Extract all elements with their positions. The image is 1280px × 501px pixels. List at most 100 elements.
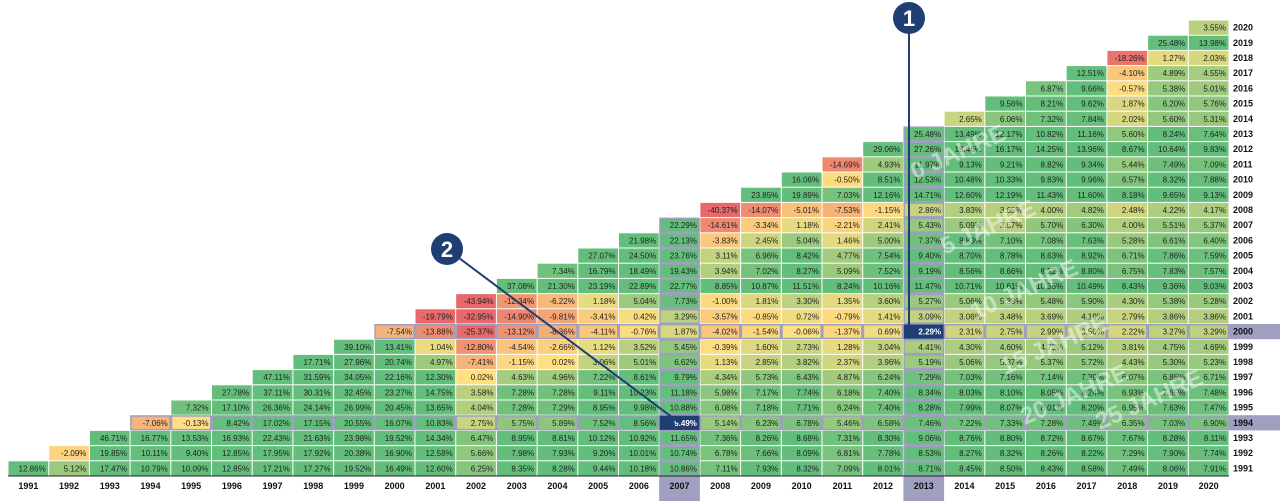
cell-value-label: 12.86% [19,464,46,473]
cell-value-label: -7.53% [834,206,859,215]
heatmap-cell [904,127,943,141]
heatmap-cell [944,218,985,233]
heatmap-cell [904,203,943,217]
cell-value-label: 17.71% [303,358,330,367]
heatmap-cell [1066,126,1107,142]
cell-value-label: 20.45% [385,404,412,413]
cell-value-label: -0.76% [631,328,656,337]
cell-value-label: 10.48% [955,176,982,185]
heatmap-cell [1188,172,1229,187]
heatmap-cell [863,294,903,309]
cell-value-label: 8.42% [227,419,250,428]
cell-value-label: 7.28% [511,388,534,397]
cell-value-label: 8.53% [918,449,941,458]
cell-value-label: 5.60% [1163,115,1186,124]
heatmap-cell [1066,157,1107,172]
cell-value-label: -8.36% [549,328,574,337]
heatmap-cell [252,446,293,461]
y-tick-label: 2004 [1233,266,1253,276]
heatmap-cell [415,385,456,400]
heatmap-cell [944,370,985,385]
cell-value-label: 12.60% [955,191,982,200]
heatmap-cell [130,430,171,446]
heatmap-cell [334,400,374,415]
cell-value-label: 23.98% [344,434,371,443]
heatmap-cell [1108,325,1147,338]
cell-value-label: 10.12% [588,434,615,443]
heatmap-cell [1066,66,1107,81]
heatmap-cell [1066,294,1107,309]
heatmap-cell [985,233,1025,248]
heatmap-cell [456,370,496,385]
cell-value-label: 17.47% [100,464,127,473]
heatmap-cell [904,310,943,323]
cell-value-label: 12.16% [873,191,900,200]
cell-value-label: 3.86% [1203,312,1226,321]
heatmap-cell [375,325,414,338]
heatmap-cell [904,386,943,399]
cell-value-label: 37.11% [263,388,290,397]
cell-value-label: 8.95% [511,434,534,443]
heatmap-cell [700,385,741,400]
cell-value-label: 7.64% [1203,130,1226,139]
heatmap-cell [700,218,741,233]
cell-value-label: 8.72% [1041,434,1064,443]
cell-value-label: 18.49% [629,267,656,276]
cell-value-label: 1.87% [1122,100,1145,109]
cell-value-label: 7.28% [552,388,575,397]
cell-value-label: 4.72% [1041,343,1064,352]
cell-value-label: 7.03% [837,191,860,200]
heatmap-cell [1107,278,1148,294]
x-tick-label: 1993 [100,481,120,491]
heatmap-cell [619,294,659,309]
heatmap-cell [1149,416,1187,429]
cell-value-label: 10.74% [670,449,697,458]
heatmap-cell [374,400,415,415]
cell-value-label: 7.93% [756,464,779,473]
x-tick-label: 2014 [954,481,974,491]
heatmap-cell [374,430,415,446]
cell-value-label: 10.64% [1158,145,1185,154]
cell-value-label: 3.69% [1041,312,1064,321]
cell-value-label: 17.95% [263,449,290,458]
heatmap-cell [1107,187,1148,202]
cell-value-label: 19.85% [100,449,127,458]
cell-value-label: 7.74% [1203,449,1226,458]
heatmap-cell [904,173,943,186]
heatmap-cell [579,325,617,338]
heatmap-cell [1107,400,1148,415]
heatmap-cell [864,325,902,338]
cell-value-label: 9.36% [1163,282,1186,291]
cell-value-label: 6.07% [1122,373,1145,382]
cell-value-label: 7.22% [593,373,616,382]
cell-value-label: 9.06% [918,434,941,443]
cell-value-label: 8.06% [1163,464,1186,473]
cell-value-label: 1.13% [715,358,738,367]
heatmap-cell [660,386,699,399]
cell-value-label: 6.95% [1122,404,1145,413]
cell-value-label: 5.70% [1041,221,1064,230]
heatmap-cell [1148,370,1188,385]
cell-value-label: 2.86% [918,206,941,215]
cell-value-label: 6.87% [1041,84,1064,93]
cell-value-label: 8.78% [1000,252,1023,261]
cell-value-label: 21.98% [629,236,656,245]
cell-value-label: 7.74% [796,388,819,397]
cell-value-label: 24.50% [629,252,656,261]
heatmap-cell [1107,81,1148,96]
heatmap-cell [171,430,211,446]
cell-value-label: 17.10% [222,404,249,413]
heatmap-cell [700,354,741,370]
heatmap-cell [904,431,943,445]
cell-value-label: 6.43% [796,373,819,382]
cell-value-label: 31.59% [303,373,330,382]
heatmap-cell [1188,385,1229,400]
cell-value-label: 6.61% [1163,236,1186,245]
heatmap-cell [863,157,903,172]
heatmap-cell [374,339,415,354]
cell-value-label: -1.15% [509,358,534,367]
heatmap-cell [374,446,415,461]
cell-value-label: 20.38% [344,449,371,458]
cell-value-label: 3.30% [796,297,819,306]
cell-value-label: 8.32% [1000,449,1023,458]
